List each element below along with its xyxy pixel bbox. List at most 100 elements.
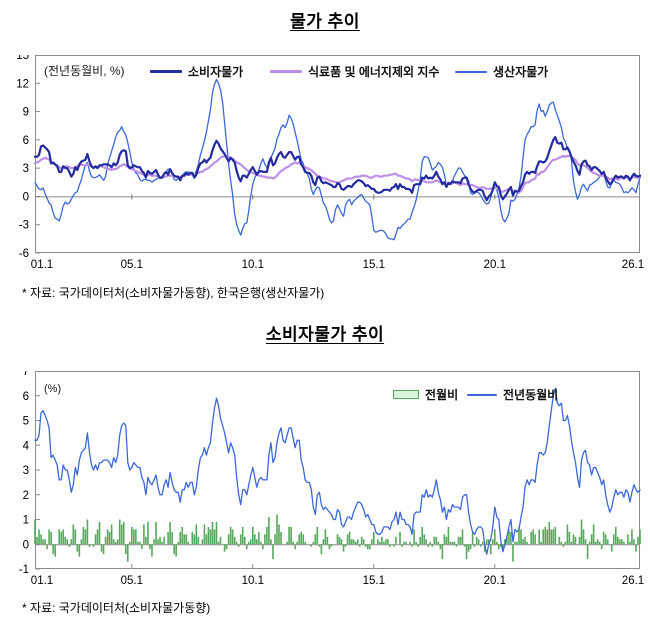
bar: [520, 529, 522, 545]
bar: [92, 544, 95, 547]
bar: [247, 541, 250, 545]
bar: [346, 534, 349, 545]
bar: [153, 539, 155, 545]
bar: [554, 526, 557, 545]
bar: [80, 539, 83, 545]
bar: [272, 544, 274, 560]
bar: [98, 521, 101, 545]
line-series-식료품 및 에너지제외 지수: [33, 154, 642, 195]
bar: [610, 544, 613, 552]
bar: [441, 544, 444, 560]
bar: [58, 529, 60, 545]
bar: [564, 541, 567, 545]
bar: [526, 541, 528, 545]
bar: [34, 519, 36, 545]
bar: [310, 544, 313, 547]
bar: [76, 544, 79, 552]
price-trend-title-text: 물가 추이: [290, 12, 360, 31]
bar: [435, 536, 438, 545]
bar: [114, 541, 117, 545]
bar: [409, 541, 411, 545]
y-axis-tick-label: 6: [23, 135, 29, 147]
bar: [241, 526, 244, 545]
bar: [280, 531, 282, 545]
line-series-전년동월비: [34, 387, 641, 555]
bar: [596, 539, 599, 545]
bar: [491, 539, 494, 545]
bar: [298, 534, 300, 545]
bar: [524, 536, 526, 545]
bar: [389, 544, 391, 547]
bar: [229, 526, 232, 545]
bar: [364, 544, 367, 547]
bar: [510, 531, 512, 545]
bar: [419, 536, 421, 545]
bar: [118, 519, 121, 545]
bar: [550, 529, 553, 545]
bar: [615, 526, 617, 545]
cpi-chart-source-note: * 자료: 국가데이터처(소비자물가동향): [22, 601, 211, 615]
bar: [598, 541, 601, 545]
bar: [421, 526, 423, 545]
bar: [385, 539, 387, 545]
legend-label-mom: 전월비: [425, 388, 459, 402]
bar: [278, 524, 280, 545]
bar: [574, 536, 577, 545]
bar: [239, 534, 242, 545]
bar: [48, 529, 50, 545]
bar: [185, 534, 188, 545]
bar: [483, 544, 486, 552]
bar: [302, 534, 305, 545]
plot-border: [35, 55, 640, 253]
bar: [453, 541, 456, 545]
bar: [588, 541, 591, 545]
bar: [137, 541, 139, 545]
bar: [296, 541, 298, 545]
bar: [530, 531, 532, 545]
x-axis-tick-label: 01.1: [31, 575, 53, 587]
bar: [276, 514, 278, 545]
price-trend-title: 물가 추이: [0, 7, 650, 32]
bar: [431, 544, 434, 547]
bar: [183, 534, 186, 545]
y-axis-tick-label: 15: [16, 55, 29, 62]
bar: [590, 534, 593, 545]
bar: [286, 541, 288, 545]
bar: [538, 529, 540, 545]
bar: [639, 529, 641, 545]
bar: [54, 544, 56, 557]
bar: [560, 541, 563, 545]
bar: [637, 536, 639, 545]
bar: [316, 526, 319, 545]
bar: [546, 529, 549, 545]
y-axis-tick-label: 1: [23, 515, 29, 527]
y-axis-tick-label: 3: [23, 465, 29, 477]
y-axis-tick-label: 2: [23, 490, 29, 502]
bar: [425, 539, 428, 545]
bar: [542, 529, 544, 545]
bar: [552, 529, 555, 545]
bar: [193, 534, 196, 545]
bar: [617, 536, 619, 545]
bar: [498, 544, 500, 550]
bar: [496, 541, 498, 545]
mom-bar-swatch-icon: [393, 390, 419, 399]
bar: [252, 526, 254, 545]
y-axis-tick-label: 3: [23, 163, 29, 175]
bar: [447, 526, 450, 545]
bar: [270, 539, 272, 545]
bar: [274, 534, 276, 545]
bar: [84, 529, 87, 545]
bar: [245, 544, 248, 550]
bar: [266, 526, 268, 545]
bar: [383, 541, 385, 545]
bar: [354, 541, 357, 545]
bar: [219, 536, 222, 545]
bar: [36, 536, 38, 545]
bar: [243, 536, 246, 545]
bar: [627, 534, 629, 545]
bar: [429, 541, 432, 545]
bar: [120, 524, 123, 545]
bar: [149, 544, 151, 550]
legend-item-mom: 전월비: [393, 386, 458, 403]
